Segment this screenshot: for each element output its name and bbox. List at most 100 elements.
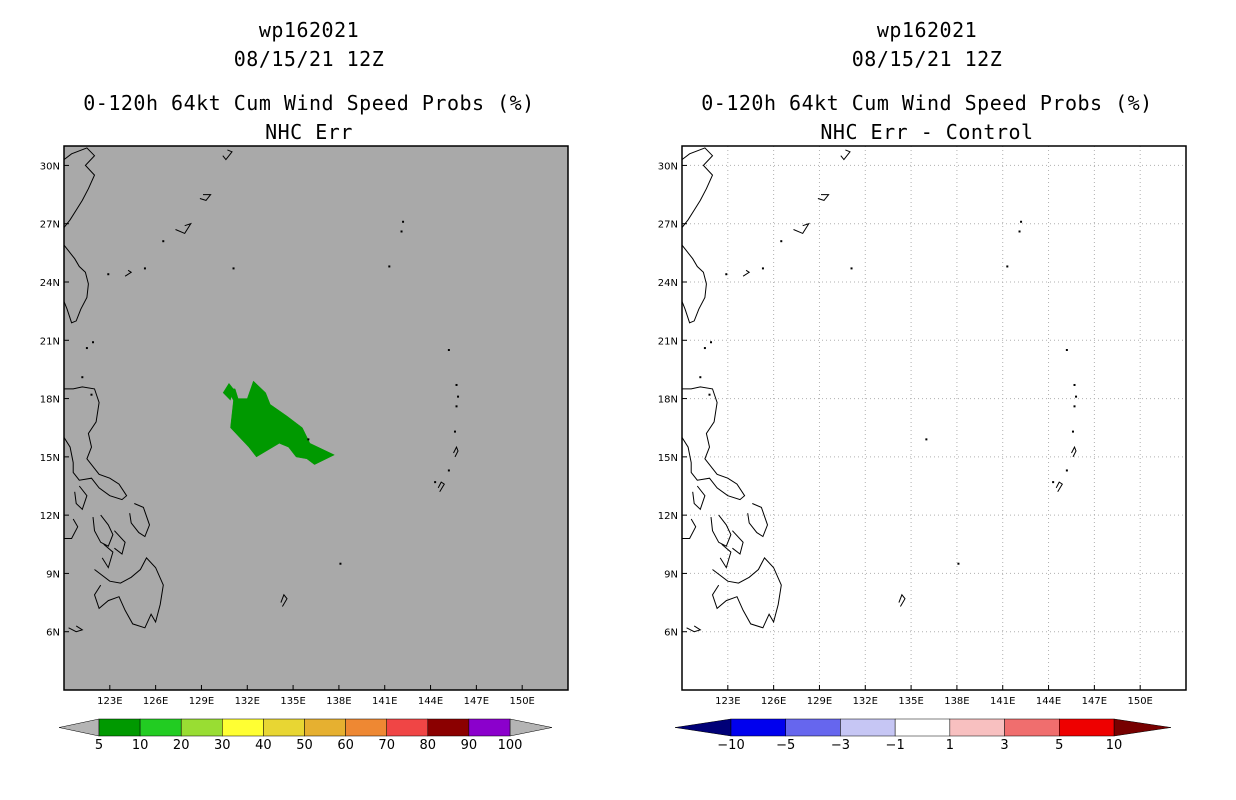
lat-tick-label: 18N bbox=[40, 395, 60, 406]
colorbar-label: 10 bbox=[1106, 738, 1123, 753]
lon-tick-label: 126E bbox=[143, 696, 168, 707]
storm-id-title: wp162021 bbox=[876, 18, 978, 42]
coastline bbox=[711, 557, 782, 629]
colorbar-label: 80 bbox=[420, 738, 437, 753]
colorbar-segment bbox=[468, 718, 511, 737]
coastline bbox=[222, 149, 233, 161]
colorbar-segment bbox=[139, 718, 182, 737]
coastline bbox=[682, 244, 707, 324]
coastline bbox=[682, 518, 697, 539]
island bbox=[85, 347, 88, 350]
coastline bbox=[68, 625, 84, 633]
island bbox=[162, 240, 165, 243]
coastline bbox=[732, 530, 744, 555]
island bbox=[1065, 349, 1068, 351]
lon-tick-label: 135E bbox=[898, 696, 923, 707]
coastline bbox=[453, 445, 459, 458]
colorbar-extension-low bbox=[58, 718, 100, 737]
colorbar-segment bbox=[894, 718, 951, 737]
coastline bbox=[175, 222, 192, 235]
lat-tick-label: 27N bbox=[658, 220, 678, 231]
colorbar-label: 1 bbox=[946, 738, 954, 753]
island bbox=[780, 240, 783, 243]
subtitle: NHC Err bbox=[265, 120, 353, 144]
lat-tick-label: 6N bbox=[664, 628, 678, 639]
island bbox=[455, 383, 458, 386]
coastline bbox=[686, 625, 702, 633]
island bbox=[850, 267, 853, 270]
left-panel-nhc-err: wp162021 08/15/21 12Z 0-120h 64kt Cum Wi… bbox=[40, 18, 569, 753]
lat-tick-label: 6N bbox=[46, 628, 60, 639]
colorbar-label: −10 bbox=[717, 738, 744, 753]
colorbar-extension-high bbox=[509, 718, 553, 737]
coastline bbox=[124, 269, 133, 277]
island bbox=[710, 341, 713, 344]
colorbar-label: 10 bbox=[132, 738, 149, 753]
lon-tick-label: 141E bbox=[372, 696, 397, 707]
coastline bbox=[64, 386, 128, 501]
island bbox=[957, 562, 960, 565]
colorbar-label: −3 bbox=[831, 738, 850, 753]
product-title: 0-120h 64kt Cum Wind Speed Probs (%) bbox=[83, 91, 535, 115]
difference-map: 123E 126E 129E 132E 135E 138E 141E 144E 147E 150E… bbox=[658, 145, 1187, 753]
colorbar-segment bbox=[263, 718, 305, 737]
lat-tick-label: 21N bbox=[40, 336, 60, 347]
island bbox=[90, 393, 93, 396]
island bbox=[1071, 430, 1074, 433]
colorbar-segment bbox=[304, 718, 346, 737]
island bbox=[1073, 405, 1076, 408]
lat-tick-label: 24N bbox=[658, 278, 678, 289]
lat-tick-label: 24N bbox=[40, 278, 60, 289]
coastline bbox=[719, 543, 732, 569]
island bbox=[725, 273, 728, 276]
coastline bbox=[92, 514, 114, 547]
colorbar-label: 3 bbox=[1000, 738, 1008, 753]
colorbar-label: 5 bbox=[1055, 738, 1063, 753]
colorbar-extension-low bbox=[674, 718, 732, 737]
map-content bbox=[64, 147, 460, 633]
coastline bbox=[747, 503, 769, 538]
island bbox=[434, 481, 437, 484]
island bbox=[1073, 383, 1076, 386]
probability-region-5-10 bbox=[226, 380, 335, 465]
colorbar-label: 20 bbox=[173, 738, 190, 753]
colorbar-segment bbox=[345, 718, 387, 737]
colorbar-segment bbox=[222, 718, 264, 737]
coastline bbox=[1055, 481, 1063, 493]
lat-tick-label: 15N bbox=[658, 453, 678, 464]
island bbox=[761, 267, 764, 270]
island bbox=[143, 267, 146, 270]
lon-tick-label: 126E bbox=[761, 696, 786, 707]
island bbox=[339, 562, 342, 565]
lon-tick-label: 129E bbox=[189, 696, 214, 707]
lon-tick-label: 141E bbox=[990, 696, 1015, 707]
lon-tick-label: 144E bbox=[418, 696, 443, 707]
lon-tick-label: 135E bbox=[280, 696, 305, 707]
lat-tick-label: 27N bbox=[40, 220, 60, 231]
coastline bbox=[74, 485, 88, 511]
island bbox=[232, 267, 235, 270]
storm-id-title: wp162021 bbox=[258, 18, 360, 42]
colorbar-segment bbox=[840, 718, 896, 737]
island bbox=[81, 376, 84, 379]
lon-tick-label: 123E bbox=[97, 696, 122, 707]
right-panel-difference: wp162021 08/15/21 12Z 0-120h 64kt Cum Wi… bbox=[618, 0, 1236, 800]
lon-tick-label: 138E bbox=[326, 696, 351, 707]
colorbar-label: −5 bbox=[776, 738, 795, 753]
island bbox=[457, 395, 460, 398]
coastline bbox=[682, 386, 746, 501]
colorbar-label: 60 bbox=[337, 738, 354, 753]
datetime-title: 08/15/21 12Z bbox=[233, 47, 385, 71]
colorbar-label: 5 bbox=[95, 738, 103, 753]
lat-tick-label: 9N bbox=[664, 569, 678, 580]
colorbar-segment bbox=[98, 718, 141, 737]
lat-tick-label: 9N bbox=[46, 569, 60, 580]
island bbox=[447, 349, 450, 351]
coastline bbox=[64, 147, 96, 228]
lat-tick-label: 30N bbox=[658, 161, 678, 172]
colorbar-label: 70 bbox=[378, 738, 395, 753]
lat-tick-label: 12N bbox=[658, 511, 678, 522]
island bbox=[925, 438, 928, 441]
island bbox=[92, 341, 95, 344]
colorbar-label: 30 bbox=[214, 738, 231, 753]
